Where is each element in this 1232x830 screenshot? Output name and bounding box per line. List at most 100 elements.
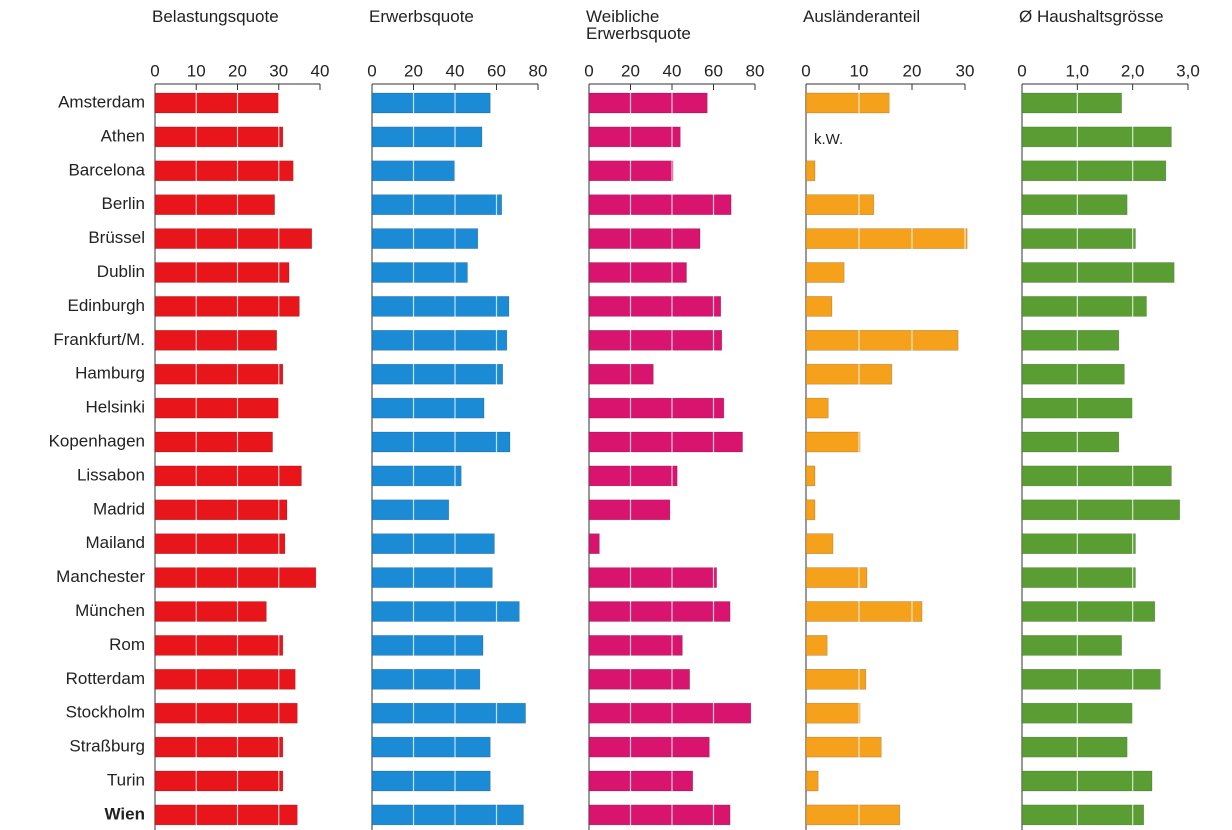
bar [371, 635, 484, 656]
bar [805, 668, 867, 690]
bar [805, 329, 959, 351]
bar [588, 126, 681, 148]
x-tick-label: 20 [903, 61, 922, 80]
bar [154, 635, 284, 656]
category-label: Wien [105, 804, 145, 823]
bar [805, 601, 923, 622]
x-tick-label: 0 [367, 61, 376, 80]
panel-title: Weibliche Erwerbsquote [586, 7, 691, 43]
x-tick-label: 20 [621, 61, 640, 80]
x-tick-label: 20 [404, 61, 423, 80]
bar [1021, 668, 1161, 690]
category-label: Turin [107, 770, 145, 789]
bar [154, 397, 280, 419]
bar [154, 465, 302, 487]
bar [154, 363, 284, 385]
bar [1021, 533, 1136, 555]
category-label: Edinburgh [67, 296, 145, 315]
category-label: Lissabon [77, 465, 145, 484]
bar [154, 770, 284, 792]
bar [154, 92, 280, 114]
bar [1021, 736, 1128, 758]
category-label: Athen [101, 126, 145, 145]
x-tick-label: 40 [446, 61, 465, 80]
bar [154, 668, 296, 690]
bar [588, 262, 687, 283]
x-tick-label: 0 [801, 61, 810, 80]
bar [154, 329, 277, 351]
bar [1021, 126, 1172, 148]
bar [1021, 770, 1153, 792]
bar [588, 465, 678, 487]
category-label: Barcelona [68, 160, 145, 179]
category-label: Rom [109, 635, 145, 654]
bar [805, 228, 968, 249]
bar [1021, 635, 1122, 656]
x-tick-label: 2,0 [1121, 61, 1145, 80]
bar [154, 262, 290, 283]
x-tick-label: 80 [746, 61, 765, 80]
bar [805, 92, 890, 114]
bar [805, 804, 901, 826]
bar [371, 296, 510, 317]
bar [1021, 499, 1180, 521]
bar [1021, 567, 1136, 588]
bar [805, 262, 845, 283]
category-label: Mailand [85, 533, 145, 552]
bar [1021, 92, 1122, 114]
bar [154, 702, 298, 724]
annotation: k.W. [814, 131, 843, 148]
bar [588, 635, 683, 656]
bar [371, 465, 462, 487]
category-label: Brüssel [88, 228, 145, 247]
x-tick-label: 10 [187, 61, 206, 80]
x-tick-label: 80 [529, 61, 548, 80]
category-label: Madrid [93, 499, 145, 518]
bar [154, 804, 298, 826]
category-label: Rotterdam [66, 669, 145, 688]
bar [371, 431, 511, 453]
x-tick-label: 0 [1017, 61, 1026, 80]
bar [371, 499, 450, 521]
x-tick-label: 60 [704, 61, 723, 80]
bar [371, 126, 483, 148]
bar [371, 194, 502, 215]
bar [1021, 601, 1156, 622]
bar [805, 296, 833, 317]
bar [588, 668, 690, 690]
bar [588, 363, 654, 385]
bar [805, 465, 816, 487]
bar [805, 363, 893, 385]
bar [1021, 363, 1125, 385]
bar [154, 736, 284, 758]
bar [371, 668, 481, 690]
category-label: Berlin [102, 194, 145, 213]
bar [371, 228, 479, 249]
bar [588, 296, 722, 317]
category-label: Kopenhagen [49, 431, 145, 450]
bar [588, 397, 725, 419]
bar [805, 702, 861, 724]
bar [588, 804, 731, 826]
bar [371, 329, 508, 351]
bar [371, 804, 524, 826]
panel-title: Ausländeranteil [803, 7, 921, 26]
bar [371, 92, 491, 114]
bar [805, 397, 829, 419]
bar [371, 736, 491, 758]
category-label: Straßburg [69, 737, 145, 756]
bar [371, 567, 493, 588]
bar [805, 567, 868, 588]
bar [588, 567, 717, 588]
x-tick-label: 60 [487, 61, 506, 80]
x-tick-label: 30 [956, 61, 975, 80]
x-tick-label: 20 [228, 61, 247, 80]
bar [371, 397, 485, 419]
bar [1021, 465, 1172, 487]
category-label: Hamburg [75, 364, 145, 383]
x-tick-label: 40 [311, 61, 330, 80]
bar [588, 228, 701, 249]
bar [805, 736, 882, 758]
x-tick-label: 40 [663, 61, 682, 80]
